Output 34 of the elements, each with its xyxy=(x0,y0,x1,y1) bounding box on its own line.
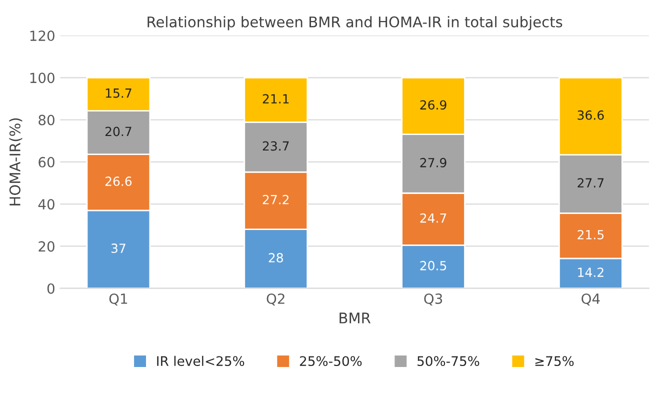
legend-label: 50%-75% xyxy=(418,356,480,366)
data-label: 27.2 xyxy=(262,194,289,204)
data-label: 27.7 xyxy=(578,178,604,188)
x-tick-label: Q4 xyxy=(582,293,600,306)
y-tick-label: 80 xyxy=(38,114,54,126)
data-label: 20.7 xyxy=(105,126,132,136)
data-label: 23.7 xyxy=(262,141,289,151)
chart-title: Relationship between BMR and HOMA-IR in total subjects xyxy=(148,16,562,30)
data-label: 21.1 xyxy=(262,94,289,104)
data-label: 26.6 xyxy=(105,176,132,186)
data-label: 15.7 xyxy=(106,88,132,98)
data-label: 27.9 xyxy=(420,158,446,168)
legend-label: ≥75% xyxy=(535,356,574,366)
data-label: 28 xyxy=(268,253,283,262)
y-tick-label: 60 xyxy=(38,156,54,168)
y-tick-label: 100 xyxy=(30,72,54,84)
y-tick-label: 20 xyxy=(38,241,54,252)
data-label: 36.6 xyxy=(578,110,604,120)
x-tick-label: Q2 xyxy=(266,293,284,306)
data-label: 37 xyxy=(111,244,126,254)
data-label: 24.7 xyxy=(420,213,446,223)
y-tick-label: 40 xyxy=(38,199,54,210)
data-label: 20.5 xyxy=(420,260,446,270)
x-tick-label: Q1 xyxy=(109,293,128,306)
y-axis-title: HOMA-IR(%) xyxy=(9,118,22,206)
y-tick-label: 120 xyxy=(30,30,54,42)
x-tick-label: Q3 xyxy=(424,293,442,306)
legend-label: IR level<25% xyxy=(157,356,244,366)
y-tick-label: 0 xyxy=(47,283,54,294)
x-axis-title: BMR xyxy=(340,312,371,324)
data-label: 21.5 xyxy=(578,230,604,240)
data-label: 26.9 xyxy=(420,100,446,110)
legend-label: 25%-50% xyxy=(300,356,362,366)
data-label: 14.2 xyxy=(578,268,604,277)
